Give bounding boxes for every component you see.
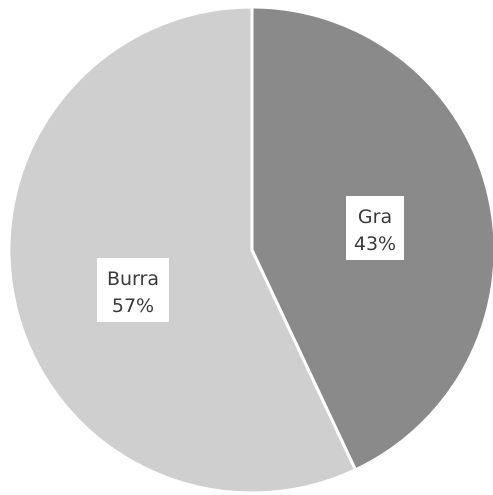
data-label-burra-percent: 57% [112,295,154,317]
pie-slices [7,5,493,495]
data-label-burra-category: Burra [107,268,159,290]
data-label-gra-box [346,196,404,260]
data-label-gra: Gra 43% [346,196,404,260]
data-label-burra: Burra 57% [97,258,169,322]
pie-slice-burra [7,5,358,495]
data-label-gra-percent: 43% [354,233,396,255]
data-label-gra-category: Gra [358,206,392,228]
data-label-burra-box [97,258,169,322]
